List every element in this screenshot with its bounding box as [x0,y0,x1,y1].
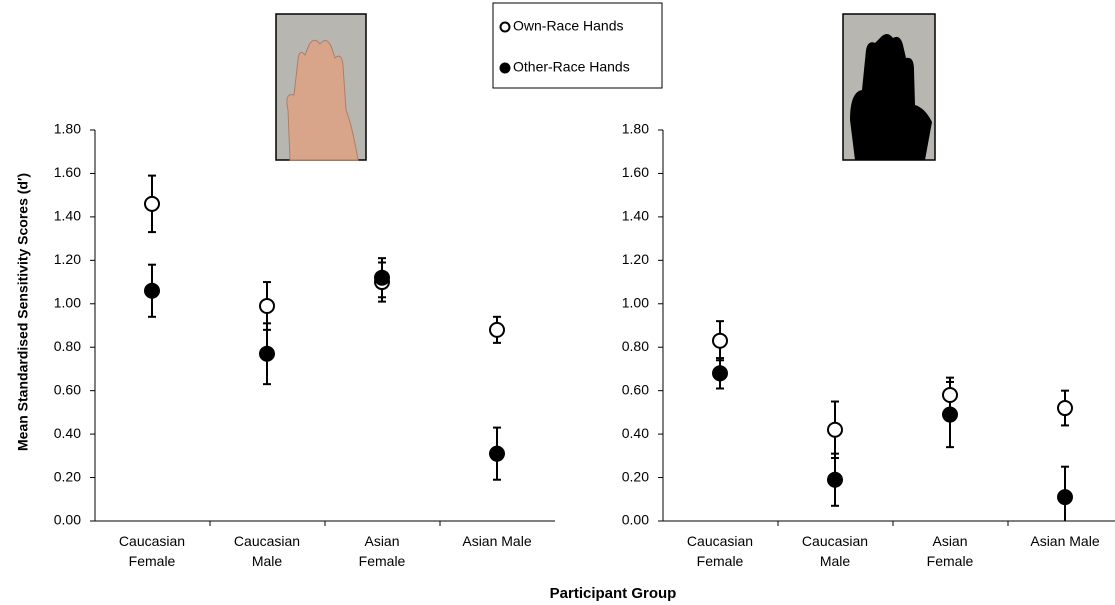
y-tick-label: 1.40 [622,208,649,224]
legend-label: Own-Race Hands [513,18,624,34]
y-tick-label: 1.20 [622,251,649,267]
marker [713,334,727,348]
marker [943,408,957,422]
x-tick-label: Asian Male [1023,531,1107,551]
x-tick-label: Caucasian Female [678,531,762,571]
legend-marker [501,23,510,32]
hand-silhouette [843,14,935,160]
y-axis-label: Mean Standardised Sensitivity Scores (d′… [15,173,31,451]
legend-label: Other-Race Hands [513,59,630,75]
marker [145,284,159,298]
legend-box [493,3,662,88]
marker [490,323,504,337]
y-tick-label: 1.40 [54,208,81,224]
y-tick-label: 0.80 [54,338,81,354]
marker [260,299,274,313]
x-tick-label: Asian Female [340,531,424,571]
marker [490,447,504,461]
y-tick-label: 0.60 [54,381,81,397]
y-tick-label: 1.60 [622,164,649,180]
marker [145,197,159,211]
y-tick-label: 0.60 [622,381,649,397]
y-tick-label: 0.20 [54,468,81,484]
x-axis-label: Participant Group [550,585,677,602]
marker [828,473,842,487]
hand-photo [276,14,366,160]
y-tick-label: 0.80 [622,338,649,354]
y-tick-label: 0.00 [622,512,649,528]
marker [260,347,274,361]
x-tick-label: Caucasian Male [225,531,309,571]
y-tick-label: 1.60 [54,164,81,180]
y-tick-label: 0.40 [622,425,649,441]
x-tick-label: Asian Male [455,531,539,551]
marker [828,423,842,437]
marker [1058,490,1072,504]
chart: Mean Standardised Sensitivity Scores (d′… [0,0,1115,605]
y-tick-label: 0.00 [54,512,81,528]
marker [713,366,727,380]
y-tick-label: 1.80 [54,121,81,137]
legend-marker [501,64,510,73]
x-tick-label: Caucasian Male [793,531,877,571]
x-tick-label: Asian Female [908,531,992,571]
y-tick-label: 1.00 [54,294,81,310]
y-tick-label: 1.20 [54,251,81,267]
y-tick-label: 0.40 [54,425,81,441]
marker [1058,401,1072,415]
y-tick-label: 1.80 [622,121,649,137]
marker [375,271,389,285]
x-tick-label: Caucasian Female [110,531,194,571]
y-tick-label: 0.20 [622,468,649,484]
figure: Mean Standardised Sensitivity Scores (d′… [0,0,1115,605]
y-tick-label: 1.00 [622,294,649,310]
marker [943,388,957,402]
